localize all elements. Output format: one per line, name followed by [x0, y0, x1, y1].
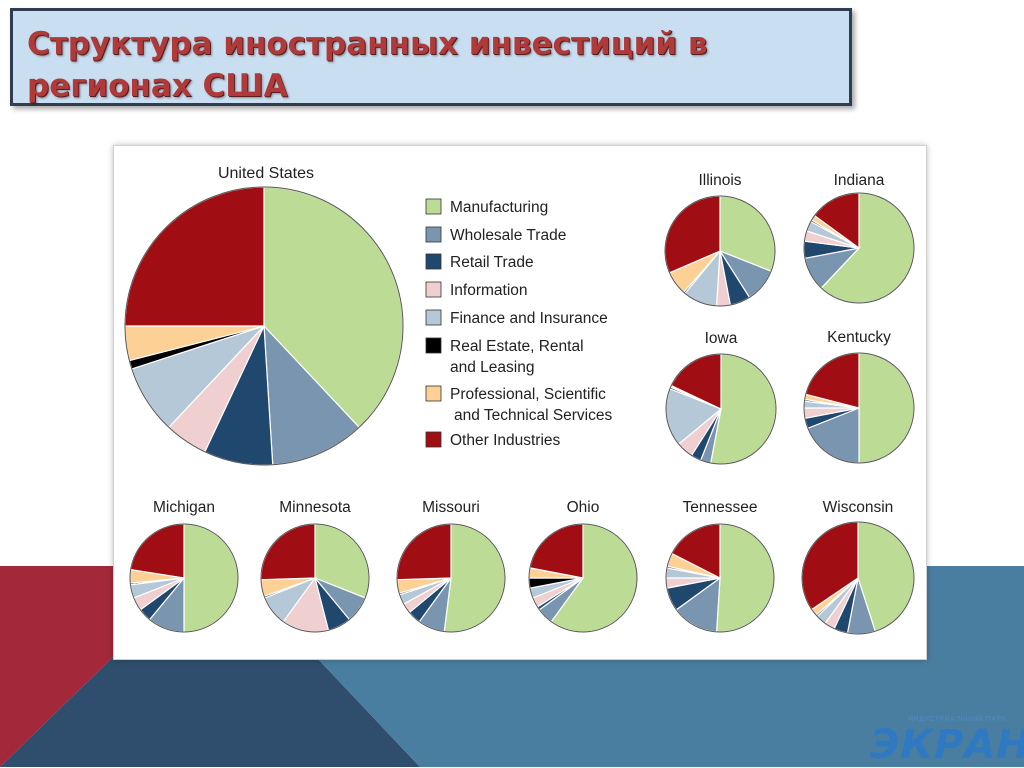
pie-outline-indiana [803, 192, 915, 304]
logo-wordmark: ЭКРАН [870, 722, 1024, 768]
legend-label-finance-and-insurance: Finance and Insurance [450, 310, 608, 327]
pie-outline-ohio [528, 523, 638, 633]
legend-swatch-real-estate-rental-and-leasing [425, 337, 442, 354]
pie-title-illinois: Illinois [698, 172, 741, 189]
legend-label-other-industries: Other Industries [450, 432, 561, 449]
slice-missouri-manufacturing [443, 523, 506, 633]
pie-charts: United States Illinois Indiana Iowa Kentucky… [124, 165, 915, 635]
slice-united-states-other-industries [124, 186, 265, 327]
pie-title-tennessee: Tennessee [683, 499, 758, 516]
slice-minnesota-other-industries [260, 523, 316, 581]
pie-title-ohio: Ohio [567, 499, 600, 516]
legend-label-retail-trade: Retail Trade [450, 254, 534, 271]
pie-michigan [129, 523, 239, 633]
pie-minnesota [260, 523, 370, 633]
pie-united-states [124, 186, 404, 466]
slide-dark-band [0, 640, 420, 767]
legend-label-real-estate-rental-and-leasing-line2: and Leasing [450, 359, 534, 376]
pie-outline-kentucky [803, 352, 915, 464]
slice-kentucky-manufacturing [858, 352, 915, 464]
pie-outline-minnesota [260, 523, 370, 633]
legend-label-information: Information [450, 282, 528, 299]
legend-swatch-retail-trade [425, 253, 442, 270]
slice-tennessee-manufacturing [715, 523, 775, 633]
legend-swatch-information [425, 281, 442, 298]
pie-tennessee [665, 523, 775, 633]
pie-outline-michigan [129, 523, 239, 633]
legend-label-manufacturing: Manufacturing [450, 199, 548, 216]
legend-swatch-professional-scientific-and-technical-services [425, 385, 442, 402]
slice-michigan-other-industries [129, 523, 185, 579]
pie-title-michigan: Michigan [153, 499, 215, 516]
pie-kentucky [803, 352, 915, 464]
chart-panel: United States Illinois Indiana Iowa Kentucky… [113, 145, 927, 660]
legend-label-wholesale-trade: Wholesale Trade [450, 227, 566, 244]
legend-swatch-finance-and-insurance [425, 309, 442, 326]
logo-subtitle: ИНДУСТРИАЛЬНЫЙ ПАРК [908, 716, 1007, 723]
pie-outline-wisconsin [801, 521, 915, 635]
pie-outline-united-states [124, 186, 404, 466]
pie-outline-illinois [664, 195, 776, 307]
pie-title-wisconsin: Wisconsin [823, 499, 894, 516]
pie-missouri [396, 523, 506, 633]
slice-missouri-other-industries [396, 523, 452, 581]
pie-title-iowa: Iowa [705, 330, 738, 347]
pie-title-kentucky: Kentucky [827, 329, 891, 346]
slice-ohio-other-industries [529, 523, 584, 579]
legend-label-real-estate-rental-and-leasing: Real Estate, Rental [450, 338, 584, 355]
pie-outline-tennessee [665, 523, 775, 633]
slide-red-band [0, 566, 115, 767]
slide-title: Структура иностранных инвестиций в регио… [27, 26, 708, 104]
slide-blue-band [300, 566, 1024, 767]
pie-outline-iowa [665, 353, 777, 465]
legend-swatch-wholesale-trade [425, 226, 442, 243]
pie-wisconsin [801, 521, 915, 635]
pie-outline-missouri [396, 523, 506, 633]
legend-swatch-other-industries [425, 431, 442, 448]
legend: Manufacturing Wholesale Trade Retail Trade… [425, 198, 612, 449]
pie-indiana [803, 192, 915, 304]
pie-iowa [665, 353, 777, 465]
legend-label-professional-scientific-and-technical-services-line2: and Technical Services [454, 407, 612, 424]
pie-illinois [664, 195, 776, 307]
slice-michigan-manufacturing [183, 523, 239, 633]
company-logo: ИНДУСТРИАЛЬНЫЙ ПАРК ЭКРАН [868, 712, 1024, 768]
title-box: Структура иностранных инвестиций в регио… [10, 8, 852, 106]
pie-title-minnesota: Minnesota [279, 499, 351, 516]
legend-swatch-manufacturing [425, 198, 442, 215]
pie-ohio [528, 523, 638, 633]
pie-title-missouri: Missouri [422, 499, 480, 516]
pie-title-indiana: Indiana [834, 172, 885, 189]
pie-title-united-states: United States [218, 165, 314, 182]
legend-label-professional-scientific-and-technical-services: Professional, Scientific [450, 386, 606, 403]
